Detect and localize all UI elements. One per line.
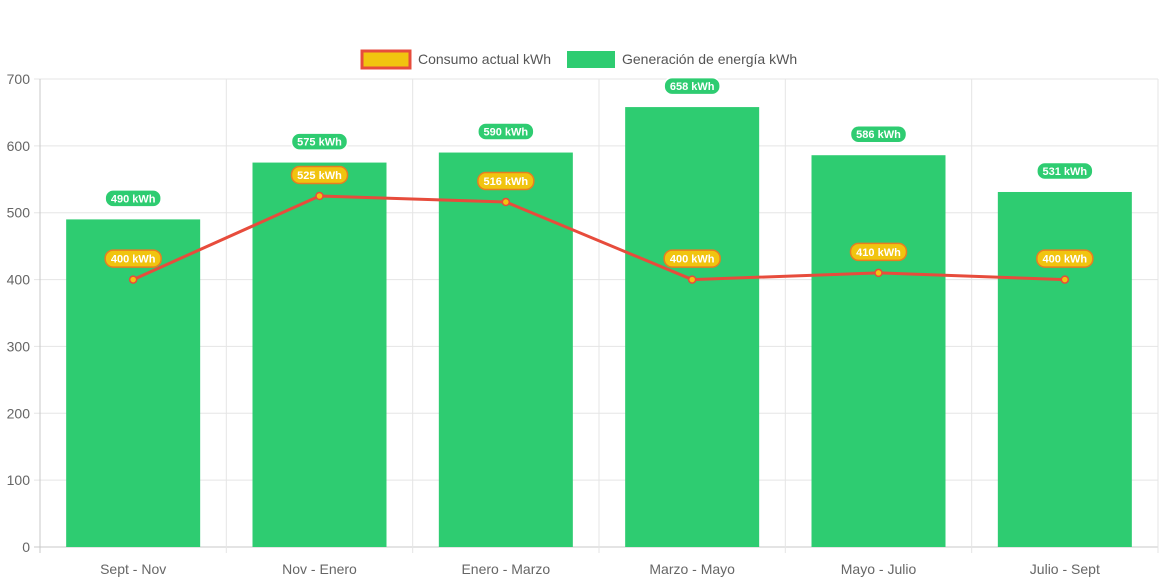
x-tick-label: Julio - Sept [1030,561,1100,577]
data-label-consumo-bg [290,165,349,185]
data-label-consumo: 400 kWh [1043,254,1088,266]
y-tick-label: 0 [22,539,30,555]
data-labels: 490 kWh 575 kWh 590 kWh 658 kWh 586 kWh 531 k… [104,76,1094,268]
data-label-generacion-bg [849,124,908,144]
data-label-generacion-bg [1036,161,1094,181]
bar-generacion [997,191,1132,547]
legend: Consumo actual kWh Generación de energía… [360,49,797,70]
bar-generacion [252,162,387,548]
bar-generacion [438,152,573,548]
point-consumo [315,191,324,201]
bar-generacion [66,219,201,547]
data-label-consumo: 516 kWh [484,176,529,188]
data-label-consumo: 410 kWh [856,247,901,259]
y-tick-label: 300 [7,338,31,354]
data-label-consumo-bg [104,249,162,268]
line-series [128,191,1070,284]
point-consumo [1060,275,1070,284]
y-tick-label: 500 [7,205,31,221]
data-label-generacion: 586 kWh [856,129,901,141]
data-label-generacion: 575 kWh [297,137,342,149]
data-label-generacion-bg [663,76,721,96]
data-label-generacion: 590 kWh [484,127,529,139]
bar-series [66,107,1132,548]
y-tick-label: 200 [7,405,31,421]
x-tick-label: Nov - Enero [282,561,357,577]
data-label-consumo-bg [663,249,721,268]
y-tick-label: 400 [7,272,31,288]
point-consumo [874,268,883,278]
x-tick-label: Sept - Nov [100,561,166,577]
grid-lines [34,78,1159,553]
point-consumo [501,197,511,207]
data-label-generacion: 531 kWh [1043,166,1088,178]
data-label-consumo: 400 kWh [111,254,156,266]
legend-swatch-consumo[interactable] [360,49,412,70]
legend-swatch-generacion[interactable] [567,51,615,68]
data-label-generacion-bg [104,189,162,208]
x-tick-label: Enero - Marzo [461,561,550,577]
line-consumo [132,194,1065,282]
point-consumo [687,275,697,284]
data-label-generacion: 490 kWh [111,193,156,205]
bar-generacion [625,107,760,547]
data-label-generacion-bg [290,132,349,151]
data-label-consumo-bg [477,171,535,191]
y-tick-label: 600 [7,138,31,154]
y-tick-label: 700 [7,71,31,87]
data-label-consumo: 400 kWh [670,254,715,266]
data-label-generacion-bg [477,122,535,141]
legend-label-consumo[interactable]: Consumo actual kWh [418,51,551,67]
axes: 0 100 200 300 400 500 600 700 Sept - Nov Nov - En… [7,71,1100,577]
y-tick-label: 100 [7,472,31,488]
point-consumo [128,275,138,284]
bar-generacion [811,155,946,547]
data-label-generacion: 658 kWh [670,81,715,93]
x-tick-label: Marzo - Mayo [649,561,735,577]
x-tick-label: Mayo - Julio [841,561,917,577]
data-label-consumo-bg [849,242,908,262]
data-label-consumo: 525 kWh [297,170,342,182]
data-label-consumo-bg [1036,249,1094,268]
legend-label-generacion[interactable]: Generación de energía kWh [622,51,797,67]
